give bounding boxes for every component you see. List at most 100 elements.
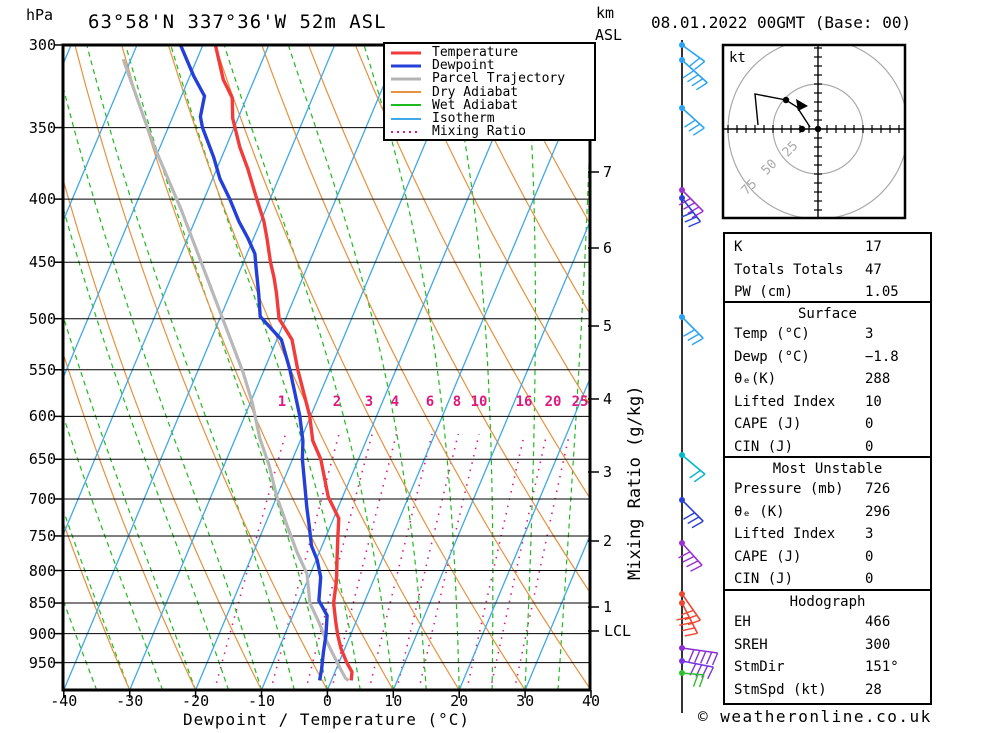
x-tick-label: 20 — [450, 692, 469, 710]
table-row: Totals Totals 47 — [725, 261, 930, 284]
wet-adiabat-line — [63, 84, 263, 690]
plot-frame — [61, 43, 592, 692]
legend-item: Wet Adiabat — [389, 98, 594, 113]
table-row-value: 3 — [865, 326, 874, 342]
legend-label: Temperature — [432, 45, 519, 61]
table-row: Lifted Index 10 — [725, 393, 930, 416]
table-row-value: −1.8 — [865, 348, 899, 365]
pressure-tick-label: 700 — [28, 489, 56, 508]
dry-adiabat-line — [307, 45, 590, 594]
km-tick-label: 1 — [603, 598, 613, 616]
mixing-ratio-line — [304, 433, 373, 690]
legend-label: Dewpoint — [432, 58, 495, 74]
page-title: 63°58'N 337°36'W 52m ASL — [88, 11, 387, 33]
table-title: Hodograph — [789, 594, 866, 610]
table-row-value: 47 — [865, 261, 882, 278]
dry-adiabat-line — [63, 520, 131, 690]
km-tick-label: 3 — [603, 463, 613, 481]
pressure-tick-label: 800 — [28, 561, 56, 580]
hodograph-arrow — [796, 99, 808, 111]
legend-label: Parcel Trajectory — [432, 71, 566, 87]
altitude-axis-unit-km: km — [596, 4, 615, 22]
table-row: CIN (J) 0 — [725, 570, 930, 593]
mixing-ratio-value-label: 8 — [453, 394, 461, 410]
table-row: PW (cm) 1.05 — [725, 283, 930, 306]
indices-table: Surface Temp (°C) 3 Dewp (°C) −1.8 θₑ(K) 288 Li… — [723, 301, 932, 460]
table-row-value: 0 — [865, 571, 874, 587]
dry-adiabat-line — [354, 45, 590, 500]
table-row-value: 28 — [865, 681, 882, 698]
legend-box: Temperature Dewpoint Parcel Trajectory Dry … — [383, 42, 596, 141]
table-row-label: EH — [734, 614, 751, 630]
isotherm-line — [458, 376, 590, 690]
legend-swatch-isotherm — [391, 117, 421, 120]
pressure-tick-label: 600 — [28, 407, 56, 426]
x-tick-label: -20 — [182, 692, 210, 710]
x-tick-label: -30 — [116, 692, 144, 710]
indices-table: K 17 Totals Totals 47 PW (cm) 1.05 — [723, 232, 932, 309]
mixing-ratio-line — [330, 433, 398, 690]
wind-barb — [679, 314, 704, 346]
isotherm-line — [63, 45, 138, 223]
table-row-label: Pressure (mb) — [734, 481, 844, 497]
table-row-label: CIN (J) — [734, 571, 794, 587]
wet-adiabat-line — [86, 45, 295, 690]
hodograph-dot — [782, 96, 790, 104]
wind-barb — [679, 195, 702, 228]
x-tick-label: -10 — [247, 692, 276, 710]
km-tick-label: 2 — [603, 532, 613, 550]
mixing-ratio-value-label: 16 — [516, 394, 533, 410]
lcl-label: LCL — [604, 622, 632, 640]
indices-table: Hodograph EH 466 SREH 300 StmDir 151° StmSpd (k… — [723, 589, 932, 705]
mixing-ratio-value-label: 3 — [365, 394, 373, 410]
temperature-curve — [213, 45, 354, 681]
pressure-tick-label: 550 — [28, 360, 56, 379]
dewpoint-curve — [178, 45, 329, 681]
table-row-value: 0 — [865, 416, 874, 432]
legend-item: Temperature — [389, 45, 594, 61]
table-row-value: 296 — [865, 503, 891, 520]
table-row-value: 466 — [865, 614, 891, 630]
parcel-trajectory-curve — [121, 58, 350, 682]
hodograph-unit-label: kt — [729, 50, 746, 66]
table-row-label: StmSpd (kt) — [734, 681, 827, 698]
dry-adiabat-line — [214, 45, 526, 690]
mixing-ratio-line — [489, 433, 548, 690]
dry-adiabat-line — [167, 45, 460, 690]
isotherm-line — [392, 219, 590, 690]
hodograph-frame — [721, 43, 907, 220]
legend-swatch-dewpoint — [391, 64, 421, 68]
mixing-ratio-value-label: 1 — [278, 394, 286, 410]
isotherm-line — [63, 45, 336, 690]
pressure-tick-label: 750 — [28, 526, 56, 545]
table-row-value: 726 — [865, 481, 891, 497]
table-row: SREH 300 — [725, 636, 930, 659]
isotherm-line — [524, 533, 590, 690]
table-row-value: 288 — [865, 371, 891, 387]
legend-swatch-wet-adiabat — [391, 104, 421, 107]
legend-item: Mixing Ratio — [389, 124, 594, 139]
pressure-tick-label: 350 — [28, 118, 56, 137]
table-row-value: 17 — [865, 239, 882, 255]
copyright: © weatheronline.co.uk — [698, 707, 932, 726]
x-tick-label: 0 — [322, 692, 332, 710]
wind-barb — [678, 540, 703, 572]
pressure-tick-label: 850 — [28, 594, 56, 613]
isotherm-line — [195, 45, 468, 690]
wind-barb — [679, 42, 706, 71]
table-row-label: Temp (°C) — [734, 326, 810, 342]
table-row: θₑ (K) 296 — [725, 503, 930, 526]
dry-adiabat-line — [401, 45, 590, 407]
table-row: StmDir 151° — [725, 658, 930, 681]
table-row-label: CAPE (J) — [734, 548, 802, 565]
table-row-label: Lifted Index — [734, 526, 836, 542]
legend-item: Dry Adiabat — [389, 85, 594, 100]
pressure-tick-label: 650 — [28, 450, 56, 469]
table-row-value: 10 — [865, 393, 882, 410]
table-row-label: Lifted Index — [734, 393, 836, 410]
legend-item: Parcel Trajectory — [389, 71, 594, 87]
wet-adiabat-line — [557, 111, 590, 690]
table-row: Temp (°C) 3 — [725, 325, 930, 348]
legend-swatch-dry-adiabat — [391, 91, 421, 94]
